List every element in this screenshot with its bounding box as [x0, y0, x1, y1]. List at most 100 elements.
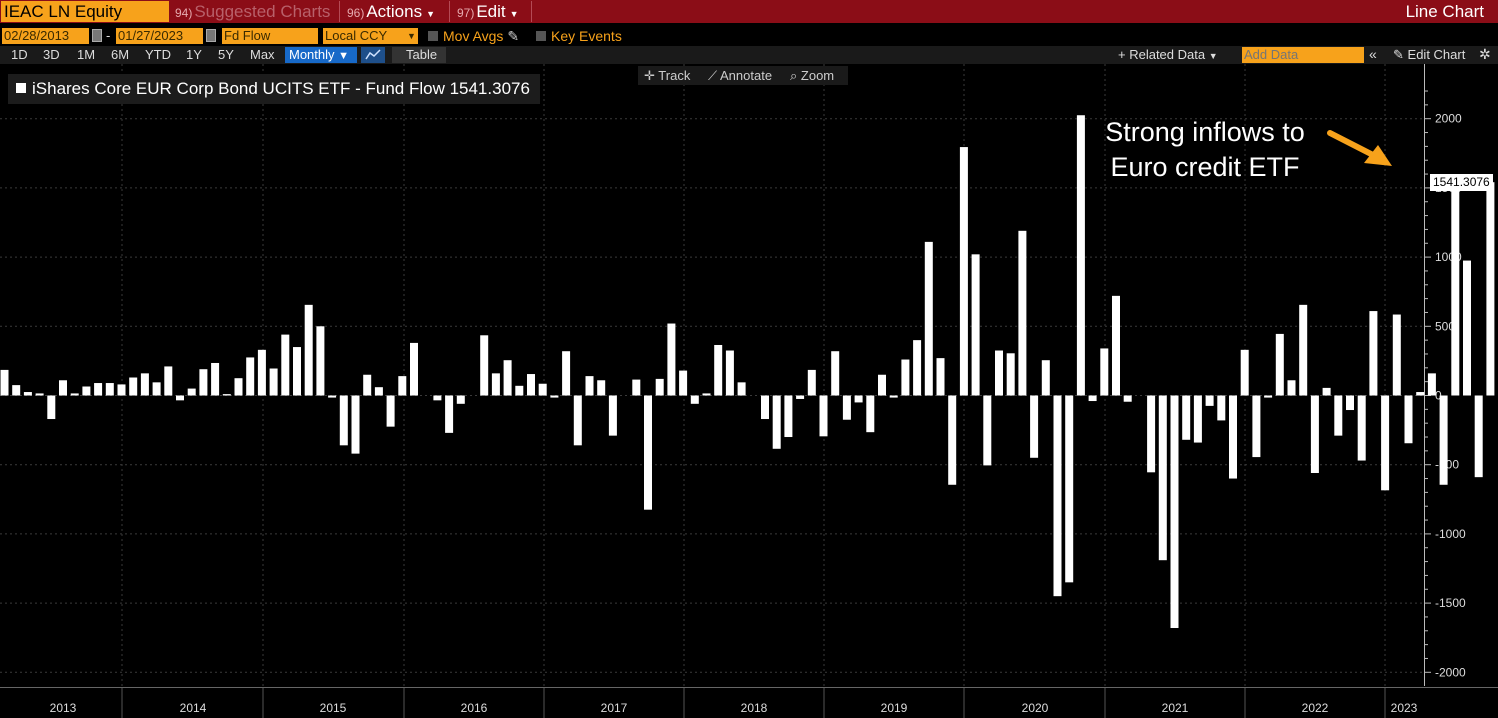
mov-avgs-text: Mov Avgs	[443, 28, 504, 44]
track-tool[interactable]: ✛ Track	[644, 68, 690, 84]
annotation-arrow-head	[1364, 145, 1392, 166]
bar	[655, 378, 664, 396]
calendar-icon[interactable]	[92, 29, 102, 42]
period-1d[interactable]: 1D	[11, 47, 28, 62]
dropdown-caret-icon: ▼	[426, 9, 436, 19]
mov-avgs-checkbox[interactable]	[428, 31, 438, 41]
suggested-charts-menu[interactable]: 94) Suggested Charts	[172, 1, 340, 22]
dropdown-caret-icon: ▼	[509, 9, 519, 19]
date-separator: -	[106, 28, 111, 43]
frequency-dropdown[interactable]: Monthly ▼	[285, 47, 357, 63]
bar	[105, 383, 114, 396]
bar	[901, 359, 910, 396]
bar	[351, 395, 360, 454]
bar	[281, 334, 290, 396]
bar	[374, 387, 383, 396]
calendar-icon[interactable]	[206, 29, 216, 42]
bar	[47, 395, 56, 420]
bar	[491, 373, 500, 396]
bar	[222, 394, 231, 396]
bar	[1170, 395, 1179, 629]
crosshair-icon: ✛	[644, 68, 655, 83]
bar	[971, 254, 980, 396]
bar	[807, 369, 816, 396]
chart-annotation: Strong inflows to Euro credit ETF	[1105, 117, 1305, 182]
bar	[445, 395, 454, 433]
chart-view-button[interactable]	[361, 47, 385, 63]
bar	[23, 392, 32, 396]
bar	[59, 380, 67, 396]
bar	[761, 395, 769, 420]
bar	[1147, 395, 1156, 473]
collapse-icon[interactable]: «	[1369, 46, 1377, 62]
bar	[164, 366, 173, 396]
x-tick-label: 2022	[1302, 701, 1329, 715]
bar	[1088, 395, 1097, 402]
currency-selector[interactable]: Local CCY	[323, 28, 405, 44]
start-date-field[interactable]: 02/28/2013	[2, 28, 89, 44]
x-tick-label: 2015	[320, 701, 347, 715]
period-5y[interactable]: 5Y	[218, 47, 234, 62]
bar	[257, 349, 266, 396]
bar	[410, 342, 418, 396]
key-events-label: Key Events	[551, 28, 622, 44]
bar	[176, 395, 184, 401]
related-data-button[interactable]: + Related Data ▼	[1118, 47, 1218, 62]
bar	[0, 369, 9, 396]
annotate-tool[interactable]: ⟋ Annotate	[708, 68, 772, 84]
period-ytd[interactable]: YTD	[145, 47, 171, 62]
edit-menu[interactable]: 97) Edit ▼	[454, 1, 532, 22]
bar	[983, 395, 992, 466]
bar	[456, 395, 465, 404]
bar	[878, 374, 886, 396]
period-toolbar: 1D 3D 1M 6M YTD 1Y 5Y Max Monthly ▼ Tabl…	[0, 46, 1498, 64]
period-1y[interactable]: 1Y	[186, 47, 202, 62]
table-view-button[interactable]: Table	[392, 47, 446, 63]
period-1m[interactable]: 1M	[77, 47, 96, 62]
bar	[866, 395, 875, 433]
bar	[1006, 353, 1015, 396]
y-tick-label: 2000	[1435, 112, 1462, 126]
bar	[386, 395, 395, 427]
edit-chart-button[interactable]: ✎ Edit Chart	[1393, 47, 1465, 63]
bar	[82, 386, 91, 396]
bar	[608, 395, 617, 436]
magnifier-icon: ⌕	[790, 68, 798, 83]
bar	[339, 395, 348, 446]
legend-swatch	[16, 83, 26, 93]
ticker-field[interactable]: IEAC LN Equity	[1, 1, 169, 22]
key-events-checkbox[interactable]	[536, 31, 546, 41]
bar	[152, 382, 161, 396]
bar	[690, 395, 699, 404]
add-data-input[interactable]	[1242, 47, 1364, 63]
bar	[1486, 182, 1495, 396]
frequency-label: Monthly	[289, 47, 335, 62]
mov-avgs-label: Mov Avgs ✎	[443, 28, 519, 45]
chart-tools: ✛ Track ⟋ Annotate ⌕ Zoom	[638, 66, 848, 85]
period-max[interactable]: Max	[250, 47, 275, 62]
bar	[129, 377, 138, 396]
title-bar: IEAC LN Equity 94) Suggested Charts 96) Ac…	[0, 0, 1498, 23]
menu-number: 97)	[457, 6, 475, 20]
bar	[304, 304, 313, 396]
field-selector[interactable]: Fd Flow	[222, 28, 318, 44]
bar	[398, 376, 407, 396]
end-date-field[interactable]: 01/27/2023	[116, 28, 203, 44]
x-tick-label: 2019	[881, 701, 908, 715]
bar	[913, 340, 922, 396]
gear-icon[interactable]: ✲	[1479, 46, 1491, 62]
pencil-icon[interactable]: ✎	[507, 28, 520, 44]
actions-menu[interactable]: 96) Actions ▼	[344, 1, 450, 22]
bar	[597, 380, 606, 396]
bar	[70, 393, 79, 396]
period-6m[interactable]: 6M	[111, 47, 130, 62]
y-tick-label: 0	[1435, 389, 1442, 403]
bar	[702, 393, 711, 396]
bar	[819, 395, 828, 437]
bar	[632, 379, 641, 396]
zoom-tool[interactable]: ⌕ Zoom	[790, 68, 834, 84]
bar	[1427, 373, 1436, 396]
bar	[1392, 314, 1401, 396]
chevron-down-icon[interactable]: ▼	[405, 28, 418, 44]
period-3d[interactable]: 3D	[43, 47, 60, 62]
